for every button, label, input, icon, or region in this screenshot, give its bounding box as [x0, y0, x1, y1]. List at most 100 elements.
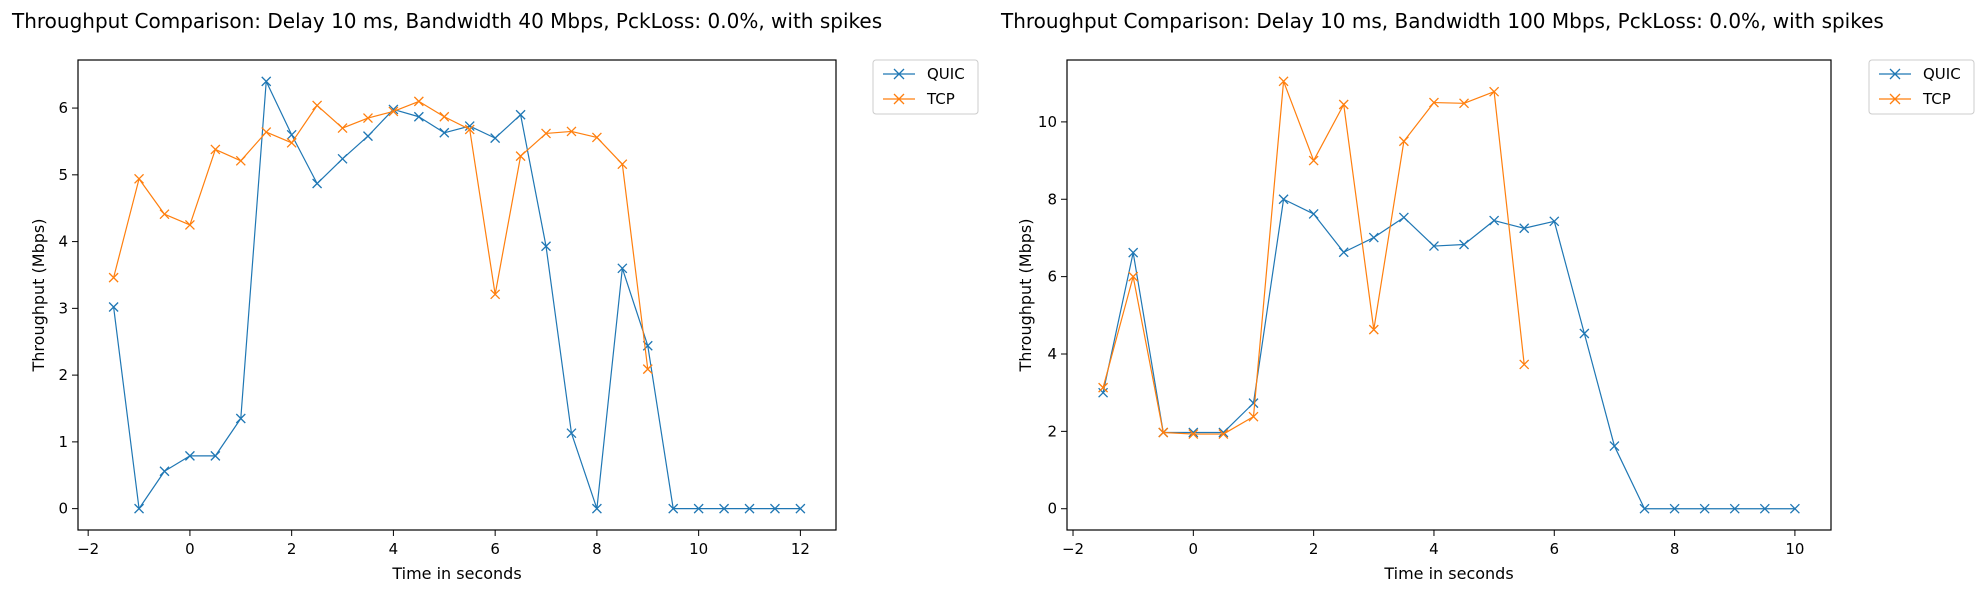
left-ytick-label: 6: [58, 99, 68, 117]
chart-right-legend-quic-label: QUIC: [1923, 65, 1961, 83]
left-quic-point: [108, 302, 119, 312]
left-quic-point: [795, 503, 806, 514]
left-quic-point: [541, 241, 551, 252]
left-tcp-point: [413, 96, 424, 107]
right-tcp-point: [1308, 155, 1319, 166]
left-tcp-point: [642, 364, 653, 375]
right-quic-point: [1368, 232, 1379, 243]
right-tcp-point: [1519, 359, 1530, 370]
right-ytick-label: 0: [1047, 500, 1057, 518]
left-quic-point: [719, 503, 730, 514]
right-tcp-point: [1248, 411, 1259, 422]
left-xtick-label: 0: [185, 540, 195, 558]
left-ytick-label: 5: [58, 166, 68, 184]
left-ytick-label: 4: [58, 233, 68, 251]
left-tcp-point: [388, 106, 399, 117]
left-tcp-point: [490, 289, 501, 300]
chart-right-ylabel: Throughput (Mbps): [1016, 219, 1035, 373]
right-xtick-label: 6: [1550, 540, 1560, 558]
chart-left-legend: QUIC TCP: [872, 59, 979, 115]
left-quic-point: [261, 76, 272, 87]
right-quic-point: [1609, 441, 1620, 452]
right-quic-point: [1338, 247, 1349, 258]
left-tcp-point: [286, 137, 297, 148]
chart-left-legend-quic-marker: [893, 68, 905, 80]
right-quic-point: [1398, 212, 1409, 223]
left-quic-point: [439, 127, 450, 138]
left-quic-point: [159, 466, 170, 477]
left-tcp-series-line: [113, 100, 649, 370]
right-quic-point: [1699, 503, 1710, 514]
left-xtick-label: −2: [77, 540, 99, 558]
right-xtick-label: 10: [1785, 540, 1804, 558]
right-quic-point: [1429, 241, 1439, 252]
left-ytick-label: 3: [58, 299, 68, 317]
right-tcp-point: [1278, 76, 1289, 87]
right-quic-point: [1579, 328, 1590, 339]
left-tcp-point: [134, 173, 145, 184]
left-tcp-point: [464, 124, 475, 135]
chart-right-title: Throughput Comparison: Delay 10 ms, Band…: [1000, 9, 1884, 33]
right-tcp-series-line: [1102, 80, 1525, 435]
left-tcp-point: [617, 159, 628, 170]
right-tcp-point: [1218, 429, 1229, 440]
right-quic-point: [1459, 239, 1469, 250]
chart-left-legend-quic-label: QUIC: [927, 65, 965, 83]
chart-left: Throughput Comparison: Delay 10 ms, Band…: [11, 9, 979, 583]
left-quic-point: [566, 428, 577, 439]
right-xtick-label: −2: [1062, 540, 1084, 558]
left-xtick-label: 10: [689, 540, 708, 558]
left-quic-point: [769, 503, 780, 514]
left-tcp-point: [210, 144, 221, 155]
right-tcp-point: [1489, 86, 1500, 97]
left-quic-point: [744, 503, 755, 514]
left-quic-point: [134, 503, 145, 514]
left-quic-point: [490, 133, 501, 144]
left-xtick-label: 2: [287, 540, 297, 558]
right-quic-point: [1308, 208, 1319, 219]
left-quic-point: [312, 178, 323, 189]
chart-right-legend-tcp-label: TCP: [1922, 90, 1951, 108]
left-quic-point: [363, 131, 373, 142]
left-tcp-point: [261, 127, 272, 138]
right-quic-point: [1248, 398, 1259, 409]
left-quic-point: [210, 450, 221, 461]
left-xtick-label: 12: [791, 540, 810, 558]
chart-right-legend: QUIC TCP: [1868, 59, 1975, 115]
right-tcp-point: [1158, 427, 1169, 438]
right-tcp-point: [1429, 97, 1439, 108]
right-tcp-point: [1338, 99, 1349, 110]
chart-left-xlabel: Time in seconds: [391, 564, 521, 583]
left-xtick-label: 8: [592, 540, 602, 558]
chart-left-legend-tcp-marker: [893, 93, 905, 105]
chart-left-series: [108, 76, 806, 514]
right-tcp-point: [1128, 271, 1139, 282]
left-tcp-point: [159, 209, 170, 220]
left-quic-point: [235, 413, 246, 424]
left-tcp-point: [184, 219, 195, 230]
chart-right-plot-frame: [1066, 59, 1832, 531]
left-tcp-point: [337, 123, 348, 134]
left-tcp-point: [108, 272, 119, 283]
left-quic-point: [184, 450, 195, 461]
right-quic-point: [1519, 223, 1530, 234]
right-xtick-label: 8: [1670, 540, 1680, 558]
left-tcp-point: [363, 113, 373, 124]
right-tcp-point: [1398, 136, 1409, 147]
chart-right: Throughput Comparison: Delay 10 ms, Band…: [1000, 9, 1975, 583]
right-quic-point: [1128, 247, 1139, 258]
right-quic-point: [1098, 387, 1109, 398]
left-tcp-point: [235, 155, 246, 166]
right-ytick-label: 2: [1047, 422, 1057, 440]
chart-right-legend-quic-marker: [1889, 68, 1901, 80]
left-xtick-label: 4: [389, 540, 399, 558]
chart-left-ylabel: Throughput (Mbps): [29, 219, 48, 373]
left-tcp-point: [566, 126, 577, 137]
chart-right-ticks: −2 0 2 4 6 8 10 0 2 4 6 8 10: [1038, 113, 1805, 558]
right-xtick-label: 4: [1429, 540, 1439, 558]
right-quic-point: [1789, 503, 1800, 514]
left-quic-point: [668, 503, 679, 514]
right-quic-point: [1489, 215, 1500, 226]
left-tcp-point: [312, 100, 323, 111]
